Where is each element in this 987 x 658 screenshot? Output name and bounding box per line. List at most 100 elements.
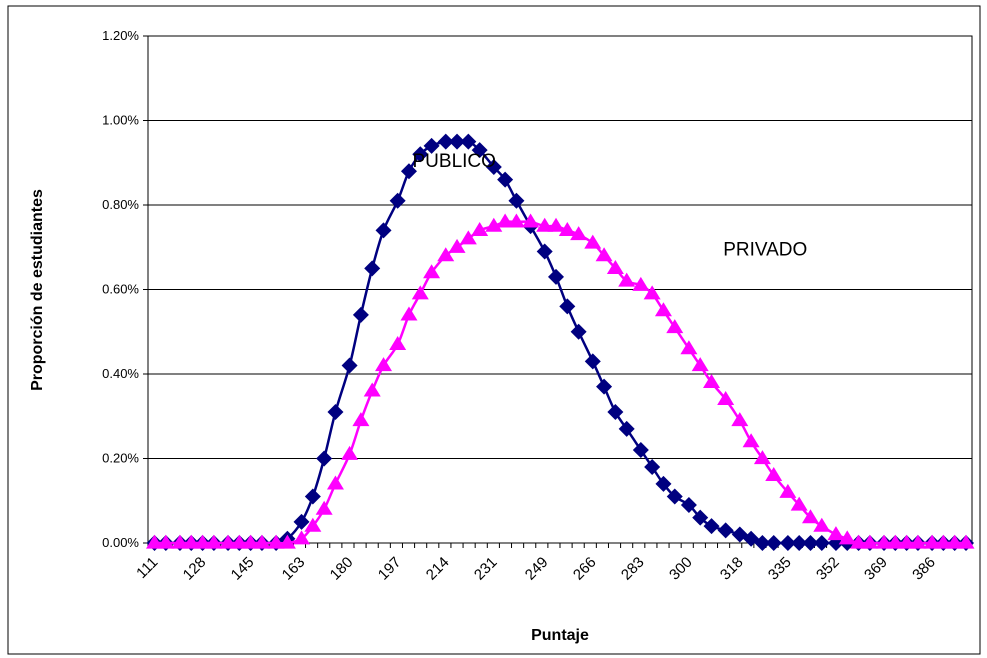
series-publico	[146, 133, 974, 551]
data-point	[389, 336, 407, 351]
data-point	[507, 213, 525, 228]
data-point	[547, 217, 565, 232]
data-point	[496, 213, 514, 228]
data-point	[315, 500, 333, 515]
x-tick-label: 352	[813, 554, 843, 584]
data-point	[595, 247, 613, 262]
data-point	[171, 534, 189, 549]
data-point	[813, 517, 831, 532]
x-tick-label: 231	[471, 554, 501, 584]
y-tick-label: 1.00%	[102, 113, 139, 128]
x-tick-label: 197	[375, 554, 405, 584]
data-point	[536, 243, 553, 260]
data-point	[352, 412, 370, 427]
data-point	[253, 534, 271, 549]
data-point	[341, 445, 359, 460]
data-point	[389, 192, 406, 209]
data-point	[606, 259, 624, 274]
data-point	[194, 534, 212, 549]
data-point	[923, 534, 941, 549]
series-label: PUBLICO	[413, 151, 496, 172]
data-point	[230, 534, 248, 549]
data-point	[219, 534, 237, 549]
data-point	[957, 534, 975, 549]
data-point	[559, 298, 576, 315]
data-point	[934, 534, 952, 549]
x-tick-label: 180	[327, 554, 357, 584]
x-tick-label: 214	[423, 554, 453, 584]
data-point	[364, 260, 381, 277]
data-point	[497, 171, 514, 188]
data-point	[400, 163, 417, 180]
data-point	[779, 535, 796, 551]
data-point	[485, 158, 502, 175]
data-point	[632, 442, 649, 459]
y-tick-label: 0.60%	[102, 282, 139, 297]
x-tick-label: 111	[133, 554, 161, 582]
data-point	[363, 382, 381, 397]
data-point	[717, 522, 734, 539]
data-point	[909, 534, 927, 549]
data-point	[692, 509, 709, 526]
y-axis-title: Proporción de estudiantes	[29, 189, 46, 391]
data-point	[182, 534, 200, 549]
data-point	[157, 534, 175, 549]
data-point	[375, 222, 392, 239]
y-tick-label: 0.40%	[102, 366, 139, 381]
data-point	[278, 534, 296, 549]
data-point	[326, 475, 344, 490]
data-point	[522, 213, 540, 228]
data-point	[861, 534, 879, 549]
data-point	[293, 530, 311, 545]
annotations: PUBLICO PRIVADO	[413, 151, 808, 261]
data-point	[680, 340, 698, 355]
data-point	[813, 535, 830, 551]
data-point	[584, 353, 601, 370]
data-point	[146, 534, 163, 549]
series-line	[154, 139, 966, 545]
data-point	[242, 534, 260, 549]
data-point	[570, 226, 588, 241]
x-tick-label: 369	[861, 554, 891, 584]
data-point	[765, 467, 783, 481]
series-label: PRIVADO	[723, 240, 807, 261]
data-point	[267, 534, 285, 549]
x-tick-label: 163	[279, 554, 309, 584]
data-point	[412, 146, 429, 163]
data-point	[352, 306, 369, 323]
data-point	[742, 433, 760, 448]
data-point	[584, 234, 602, 249]
x-tick-label: 145	[228, 554, 258, 584]
series	[146, 133, 975, 551]
data-point	[448, 238, 466, 253]
data-point	[717, 390, 735, 405]
data-point	[703, 374, 721, 389]
x-tick-label: 386	[909, 554, 939, 584]
data-point	[618, 420, 635, 437]
data-point	[618, 272, 636, 287]
data-point	[460, 133, 477, 150]
data-point	[437, 133, 454, 150]
data-point	[898, 534, 916, 549]
data-point	[731, 412, 749, 427]
data-point	[449, 133, 466, 150]
data-point	[471, 221, 489, 236]
data-point	[293, 513, 310, 530]
data-point	[850, 534, 868, 549]
x-tick-label: 335	[765, 554, 795, 584]
data-point	[838, 530, 856, 545]
x-tick-label: 300	[666, 554, 696, 584]
data-point	[304, 517, 322, 532]
data-point	[753, 450, 771, 465]
data-point	[790, 496, 808, 511]
data-point	[423, 264, 441, 279]
data-point	[886, 534, 904, 549]
y-tick-label: 0.20%	[102, 451, 139, 466]
data-point	[459, 230, 477, 245]
data-point	[655, 475, 672, 492]
data-point	[596, 378, 613, 395]
data-point	[946, 534, 964, 549]
data-point	[827, 526, 845, 541]
